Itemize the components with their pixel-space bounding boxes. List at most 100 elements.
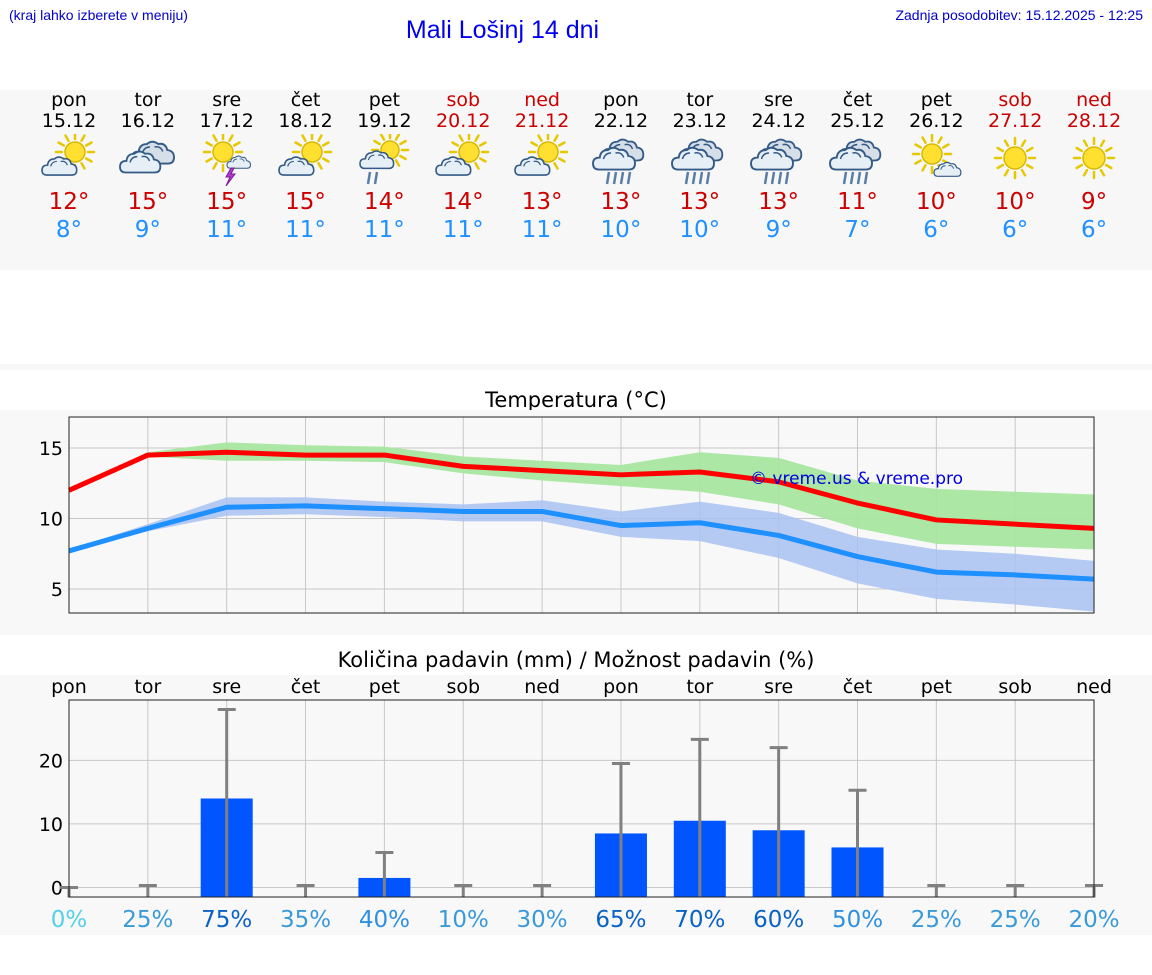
- precip-probability: 30%: [517, 907, 568, 933]
- rain-drop: [849, 171, 854, 185]
- temp-chart-title: Temperatura (°C): [485, 388, 667, 412]
- temp-max: 11°: [837, 189, 878, 215]
- partly-cloudy-sun-icon: [514, 134, 569, 176]
- cloud-shape: [670, 146, 715, 171]
- temp-min: 11°: [442, 217, 484, 243]
- y-tick-label: 0: [51, 877, 63, 899]
- day-column: čet 18.12 15° 11°: [267, 90, 345, 244]
- precip-probability: 20%: [1068, 907, 1119, 933]
- rain-drop: [842, 171, 847, 185]
- x-tick-label: pet: [921, 676, 952, 698]
- temp-min: 11°: [364, 217, 405, 243]
- day-date: 15.12: [41, 110, 97, 132]
- x-tick-label: sre: [764, 676, 793, 698]
- temp-max: 12°: [48, 189, 90, 215]
- day-column: sob 20.12 14° 11°: [424, 90, 502, 244]
- rain-drop: [856, 171, 861, 185]
- day-date: 26.12: [909, 110, 964, 132]
- max-temp-line: [67, 449, 1095, 531]
- rain-drop: [770, 171, 775, 185]
- location-hint: (kraj lahko izberete v meniju): [9, 7, 188, 23]
- plot-frame: [68, 416, 1095, 614]
- precip-probability: 25%: [990, 907, 1041, 933]
- day-date: 24.12: [751, 110, 806, 132]
- temp-min: 6°: [1080, 217, 1108, 243]
- temp-min: 6°: [1002, 217, 1029, 243]
- rain-drop: [784, 171, 789, 185]
- x-tick-label: ned: [1076, 676, 1112, 698]
- precip-probability: 70%: [674, 907, 725, 933]
- x-tick-label: sob: [998, 676, 1032, 698]
- day-name: tor: [134, 89, 162, 111]
- separator: [0, 364, 1152, 370]
- rain-cloud-icon: [670, 138, 724, 185]
- precip-probability: 65%: [595, 907, 646, 933]
- day-name: ned: [524, 89, 560, 111]
- y-tick-label: 15: [39, 438, 63, 460]
- temp-min: 8°: [55, 217, 83, 243]
- day-name: tor: [686, 89, 714, 111]
- temp-min: 9°: [134, 217, 161, 243]
- page-title: Mali Lošinj 14 dni: [405, 16, 600, 44]
- temp-max: 10°: [915, 189, 957, 215]
- day-column: sre 24.12 13° 9°: [740, 90, 818, 244]
- day-date: 22.12: [593, 110, 649, 132]
- precip-probability: 50%: [832, 907, 883, 933]
- rain-drop: [367, 171, 372, 185]
- temp-max: 13°: [758, 189, 800, 215]
- sun-shape: [993, 136, 1037, 180]
- day-date: 18.12: [278, 110, 333, 132]
- day-column: pet 19.12 14° 11°: [345, 90, 423, 244]
- partly-cloudy-sun-icon: [41, 134, 96, 176]
- day-date: 23.12: [672, 110, 727, 132]
- x-tick-label: tor: [686, 676, 713, 698]
- x-tick-label: pon: [51, 676, 87, 698]
- rain-drop: [863, 171, 868, 185]
- day-name: sre: [764, 89, 794, 111]
- x-tick-label: ned: [524, 676, 560, 698]
- temp-min: 11°: [521, 217, 563, 243]
- lightning-shape: [224, 167, 236, 186]
- day-name: pon: [603, 89, 639, 111]
- y-tick-label: 10: [39, 814, 63, 836]
- x-tick-label: tor: [134, 676, 161, 698]
- day-column: tor 23.12 13° 10°: [661, 90, 739, 244]
- precip-probability: 10%: [438, 907, 489, 933]
- forecast-band: [0, 90, 1152, 270]
- y-tick-label: 20: [39, 750, 63, 772]
- day-name: sob: [446, 89, 481, 111]
- day-date: 17.12: [199, 110, 254, 132]
- temp-max: 13°: [600, 189, 642, 215]
- rain-drop: [626, 171, 632, 185]
- last-updated: Zadnja posodobitev: 15.12.2025 - 12:25: [895, 7, 1143, 23]
- min-temp-line: [68, 503, 1095, 582]
- rain-drop: [705, 171, 711, 185]
- rain-drop: [777, 171, 782, 185]
- day-column: pon 15.12 12° 8°: [30, 90, 108, 244]
- temp-max: 9°: [1080, 189, 1108, 215]
- temp-max: 15°: [206, 189, 248, 215]
- precip-chart-title: Količina padavin (mm) / Možnost padavin …: [337, 648, 815, 672]
- sun-icon: [1072, 136, 1116, 180]
- temp-max: 15°: [285, 189, 326, 215]
- cloud-shape: [118, 150, 162, 174]
- temp-min: 10°: [679, 217, 721, 243]
- day-column: tor 16.12 15° 9°: [109, 90, 187, 244]
- day-column: pet 26.12 10° 6°: [897, 90, 975, 244]
- rain-drop: [374, 171, 379, 185]
- rain-drop: [684, 171, 690, 185]
- day-column: sob 27.12 10° 6°: [976, 90, 1054, 244]
- temp-max: 10°: [994, 189, 1036, 215]
- x-tick-label: sob: [446, 676, 480, 698]
- day-name: čet: [290, 89, 321, 111]
- temperature-chart: 5 10 15 © vreme.us & vreme.pro: [0, 410, 1152, 635]
- temp-max: 13°: [679, 189, 721, 215]
- precip-probability: 0%: [51, 907, 88, 933]
- temp-min: 6°: [923, 217, 950, 243]
- temp-min: 11°: [285, 217, 326, 243]
- day-name: ned: [1076, 89, 1112, 111]
- cloud-shape: [435, 156, 472, 176]
- cloud-shape: [226, 155, 251, 169]
- rain-drop: [698, 171, 704, 185]
- day-name: pet: [920, 89, 952, 111]
